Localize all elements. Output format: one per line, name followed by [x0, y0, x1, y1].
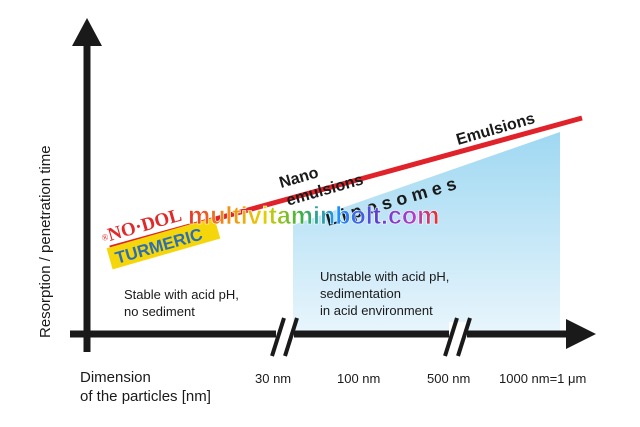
- unstable-region: [293, 132, 560, 332]
- registered-mark: ®: [100, 231, 109, 243]
- x-tick-1000nm: 1000 nm=1 μm: [499, 371, 586, 386]
- axis-break-1: [270, 317, 299, 357]
- x-tick-500nm: 500 nm: [427, 371, 470, 386]
- stable-region-note: Stable with acid pH, no sediment: [124, 287, 243, 319]
- turmeric-banner: [106, 217, 221, 270]
- x-tick-30nm: 30 nm: [255, 371, 291, 386]
- x-tick-100nm: 100 nm: [337, 371, 380, 386]
- unstable-line1: Unstable with acid pH,: [320, 269, 449, 284]
- stable-line2: no sediment: [124, 304, 195, 319]
- unstable-line3: in acid environment: [320, 303, 433, 318]
- x-axis-label-line2: of the particles [nm]: [80, 388, 211, 405]
- y-axis-arrow: [72, 18, 102, 46]
- unstable-region-note: Unstable with acid pH, sedimentation in …: [320, 269, 453, 318]
- watermark: multivitaminbolt.com: [188, 202, 439, 230]
- x-axis-label: Dimension of the particles [nm]: [80, 369, 211, 405]
- stable-line1: Stable with acid pH,: [124, 287, 239, 302]
- y-axis-label: Resorption / penetration time: [37, 145, 54, 338]
- unstable-line2: sedimentation: [320, 286, 401, 301]
- x-axis-label-line1: Dimension: [80, 369, 151, 386]
- axis-break-2: [443, 317, 472, 357]
- x-axis-arrow: [566, 319, 596, 349]
